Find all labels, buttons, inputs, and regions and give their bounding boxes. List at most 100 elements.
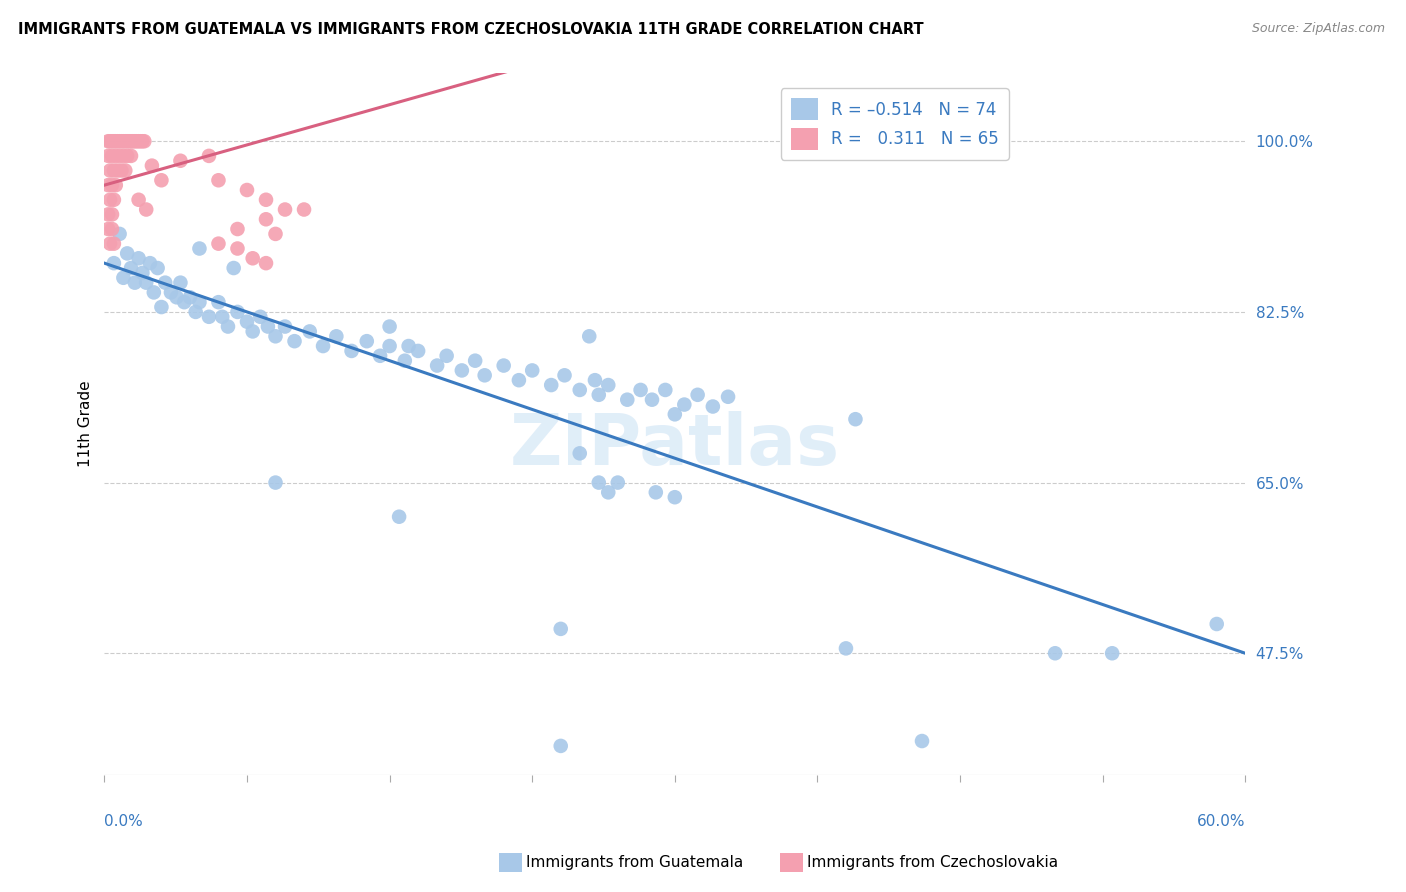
Point: [101, 134, 124, 148]
Point: [378, 319, 401, 334]
Point: [436, 349, 458, 363]
Point: [568, 446, 591, 460]
Point: [464, 353, 486, 368]
Point: [550, 622, 572, 636]
Point: [110, 134, 132, 148]
Point: [115, 134, 138, 148]
Point: [115, 149, 138, 163]
Point: [254, 256, 277, 270]
Point: [97, 222, 120, 236]
Point: [104, 178, 127, 193]
Point: [508, 373, 530, 387]
Point: [107, 134, 129, 148]
Point: [264, 475, 287, 490]
Point: [226, 305, 249, 319]
Point: [492, 359, 515, 373]
Point: [641, 392, 664, 407]
Point: [112, 270, 135, 285]
Point: [107, 163, 129, 178]
Point: [911, 734, 934, 748]
Point: [135, 202, 157, 217]
Point: [118, 134, 141, 148]
Point: [312, 339, 335, 353]
Point: [274, 319, 297, 334]
Text: Immigrants from Guatemala: Immigrants from Guatemala: [526, 855, 744, 870]
Point: [254, 212, 277, 227]
Point: [155, 276, 177, 290]
Legend: R = –0.514   N = 74, R =   0.311   N = 65: R = –0.514 N = 74, R = 0.311 N = 65: [780, 88, 1008, 160]
Point: [110, 163, 132, 178]
Point: [540, 378, 562, 392]
Point: [112, 149, 135, 163]
Point: [125, 134, 148, 148]
Point: [236, 183, 259, 197]
Point: [654, 383, 676, 397]
Point: [103, 163, 125, 178]
Point: [98, 134, 121, 148]
Point: [169, 153, 191, 168]
Point: [340, 343, 363, 358]
Point: [173, 295, 195, 310]
Point: [394, 353, 416, 368]
Point: [120, 149, 142, 163]
Point: [129, 134, 152, 148]
Point: [160, 285, 183, 300]
Point: [104, 149, 127, 163]
Point: [356, 334, 378, 348]
Point: [550, 739, 572, 753]
Point: [236, 315, 259, 329]
Point: [169, 276, 191, 290]
Point: [114, 134, 136, 148]
Point: [398, 339, 420, 353]
Point: [146, 260, 169, 275]
Point: [97, 178, 120, 193]
Point: [128, 252, 150, 266]
Point: [103, 193, 125, 207]
Point: [598, 378, 620, 392]
Point: [108, 149, 131, 163]
Point: [139, 256, 162, 270]
Point: [406, 343, 429, 358]
Point: [242, 325, 264, 339]
Point: [103, 236, 125, 251]
Point: [141, 159, 163, 173]
Text: ZIPatlas: ZIPatlas: [510, 410, 839, 480]
Point: [98, 163, 121, 178]
Point: [115, 246, 138, 260]
Point: [142, 285, 165, 300]
Point: [198, 149, 221, 163]
Point: [122, 134, 145, 148]
Point: [166, 290, 188, 304]
Point: [257, 319, 280, 334]
Point: [388, 509, 411, 524]
Point: [283, 334, 305, 348]
Point: [198, 310, 221, 324]
Point: [188, 242, 211, 256]
Point: [1101, 646, 1123, 660]
Point: [844, 412, 866, 426]
Point: [606, 475, 628, 490]
Point: [101, 178, 124, 193]
Point: [583, 373, 606, 387]
Point: [522, 363, 544, 377]
Point: [254, 193, 277, 207]
Point: [630, 383, 652, 397]
Text: Source: ZipAtlas.com: Source: ZipAtlas.com: [1251, 22, 1385, 36]
Point: [97, 134, 120, 148]
Point: [128, 193, 150, 207]
Point: [568, 383, 591, 397]
Text: IMMIGRANTS FROM GUATEMALA VS IMMIGRANTS FROM CZECHOSLOVAKIA 11TH GRADE CORRELATI: IMMIGRANTS FROM GUATEMALA VS IMMIGRANTS …: [18, 22, 924, 37]
Point: [97, 207, 120, 221]
Point: [292, 202, 315, 217]
Point: [835, 641, 858, 656]
Point: [325, 329, 347, 343]
Point: [207, 236, 229, 251]
Point: [101, 149, 124, 163]
Point: [368, 349, 391, 363]
Point: [717, 390, 740, 404]
Point: [226, 242, 249, 256]
Point: [664, 407, 686, 421]
Point: [242, 252, 264, 266]
Point: [588, 475, 610, 490]
Point: [184, 305, 207, 319]
